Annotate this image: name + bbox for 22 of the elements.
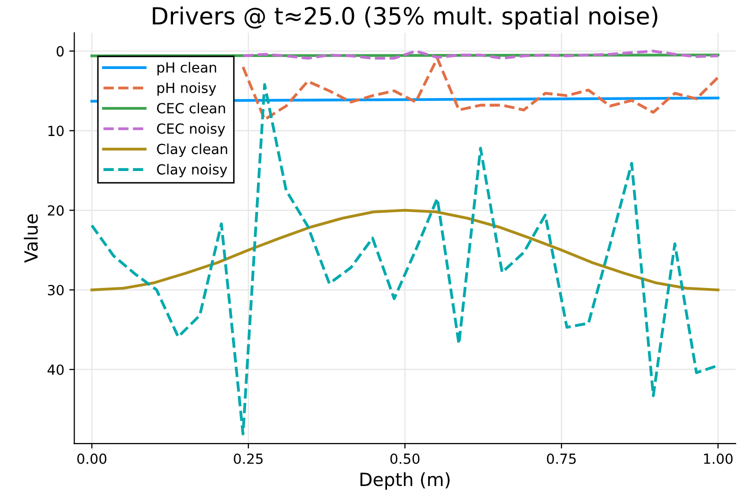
x-tick-label: 0.00: [77, 453, 106, 464]
legend-label: Clay noisy: [157, 164, 228, 178]
line-series: [242, 50, 720, 60]
x-tick-label: 1.00: [704, 453, 733, 464]
line-series: [242, 56, 720, 121]
chart-title: Drivers @ t≈25.0 (35% mult. spatial noise): [152, 6, 658, 30]
y-tick-label: 40: [48, 364, 64, 375]
y-tick-label: 20: [48, 205, 64, 216]
y-tick-label: 30: [48, 284, 64, 296]
x-axis-title: Depth (m): [360, 472, 450, 490]
x-tick-label: 0.75: [546, 453, 576, 464]
legend-label: Clay clean: [157, 143, 228, 157]
x-tick-label: 0.50: [390, 453, 420, 464]
y-axis-title: Value: [24, 214, 38, 263]
line-series: [90, 208, 720, 292]
y-tick-label: 10: [48, 126, 64, 136]
y-tick-label: 0: [56, 46, 64, 57]
legend-label: pH noisy: [158, 82, 216, 96]
legend-label: CEC clean: [157, 102, 226, 114]
x-tick-label: 0.25: [234, 453, 263, 464]
legend-label: CEC noisy: [157, 123, 226, 137]
legend-label: pH clean: [158, 62, 216, 76]
